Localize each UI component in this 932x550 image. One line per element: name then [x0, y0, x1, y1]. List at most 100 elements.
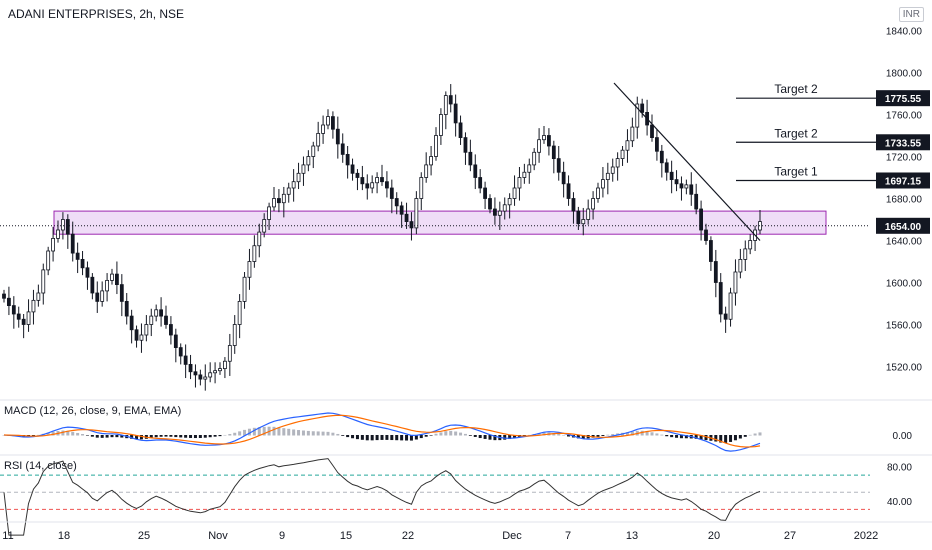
candle-body [218, 368, 222, 372]
macd-histogram-bar [375, 435, 379, 441]
macd-histogram-bar [527, 434, 531, 436]
candle-body [26, 311, 31, 325]
macd-histogram-bar [306, 430, 310, 436]
candle-body [16, 313, 21, 320]
target-price-badge [876, 90, 930, 107]
macd-histogram-bar [567, 435, 571, 437]
candle-body [227, 345, 232, 362]
macd-histogram-bar [419, 435, 423, 439]
rsi-line [3, 458, 761, 536]
price-tick: 1720.00 [886, 153, 923, 164]
candle-body [242, 276, 247, 302]
macd-histogram-bar [513, 435, 517, 439]
time-tick: 7 [565, 530, 571, 542]
macd-histogram-bar [365, 435, 369, 441]
currency-badge[interactable]: INR [898, 7, 924, 22]
candle-body [331, 116, 335, 130]
candle-body [748, 240, 753, 250]
candle-body [547, 135, 551, 147]
candle-body [610, 166, 615, 174]
macd-histogram-bar [360, 435, 364, 440]
candle-body [669, 171, 674, 180]
candle-body [252, 245, 257, 262]
candle-body [404, 213, 409, 222]
candle-body [360, 177, 365, 185]
target-price: 1733.55 [885, 138, 922, 149]
candle-body [655, 137, 659, 152]
macd-histogram-bar [385, 435, 389, 440]
candle-body [684, 184, 689, 189]
candle-body [394, 198, 399, 207]
time-tick: 18 [58, 530, 70, 542]
candle-body [463, 137, 468, 153]
macd-histogram-bar [31, 435, 35, 436]
candle-body [46, 250, 51, 271]
macd-histogram-bar [218, 435, 222, 437]
macd-histogram-bar [429, 435, 433, 436]
macd-histogram-bar [243, 429, 247, 436]
macd-histogram-bar [326, 431, 330, 436]
candle-body [596, 187, 600, 199]
rsi-label[interactable]: RSI (14, close) [4, 460, 77, 472]
macd-histogram-bar [311, 431, 315, 436]
macd-histogram-bar [238, 431, 242, 436]
time-tick: 2022 [854, 530, 878, 542]
candle-body [110, 273, 114, 281]
macd-histogram-bar [46, 432, 50, 436]
candle-body [439, 114, 443, 136]
candle-body [203, 376, 208, 380]
candle-body [75, 252, 80, 260]
price-tick: 1760.00 [886, 111, 923, 122]
macd-histogram-bar [66, 430, 70, 436]
candle-body [493, 208, 497, 216]
candle-body [551, 145, 556, 160]
macd-histogram-bar [699, 435, 703, 440]
candle-body [502, 204, 507, 212]
candle-body [542, 135, 546, 141]
macd-histogram-bar [95, 435, 99, 438]
candle-body [257, 231, 262, 247]
macd-histogram-bar [601, 435, 605, 436]
macd-histogram-bar [557, 434, 561, 436]
candle-body [468, 151, 473, 166]
candle-body [223, 360, 227, 369]
candle-body [301, 164, 306, 174]
macd-histogram-bar [733, 435, 737, 441]
macd-histogram-bar [552, 433, 556, 436]
macd-histogram-bar [100, 435, 104, 438]
candle-body [149, 315, 154, 325]
candle-body [419, 177, 424, 199]
macd-histogram-bar [184, 435, 188, 438]
macd-histogram-bar [665, 435, 669, 437]
candle-body [306, 156, 311, 166]
macd-histogram-bar [670, 435, 674, 438]
macd-histogram-bar [576, 435, 580, 439]
macd-histogram-bar [729, 435, 733, 442]
macd-label[interactable]: MACD (12, 26, close, 9, EMA, EMA) [4, 405, 182, 417]
trendline [613, 82, 761, 241]
target-price: 1775.55 [885, 94, 922, 105]
macd-histogram-bar [640, 430, 644, 436]
macd-histogram-bar [139, 435, 143, 440]
macd-histogram-bar [454, 431, 458, 436]
macd-histogram-bar [630, 431, 634, 436]
macd-histogram-bar [660, 434, 664, 436]
macd-histogram-bar [562, 434, 566, 436]
time-tick: 15 [340, 530, 352, 542]
price-tick: 1600.00 [886, 279, 923, 290]
macd-histogram-bar [488, 435, 492, 440]
target-price-badge [876, 134, 930, 151]
candle-body [429, 156, 433, 166]
time-tick: 25 [138, 530, 150, 542]
axes: 1840.001800.001760.001720.001680.001640.… [0, 27, 932, 542]
candle-body [380, 177, 384, 183]
macd-histogram-bar [223, 434, 227, 436]
candle-body [630, 126, 635, 142]
candle-body [674, 179, 679, 185]
candle-body [365, 183, 370, 189]
candle-body [488, 198, 492, 210]
candle-body [277, 198, 281, 204]
candle-body [11, 305, 16, 315]
macd-histogram-bar [149, 435, 153, 439]
